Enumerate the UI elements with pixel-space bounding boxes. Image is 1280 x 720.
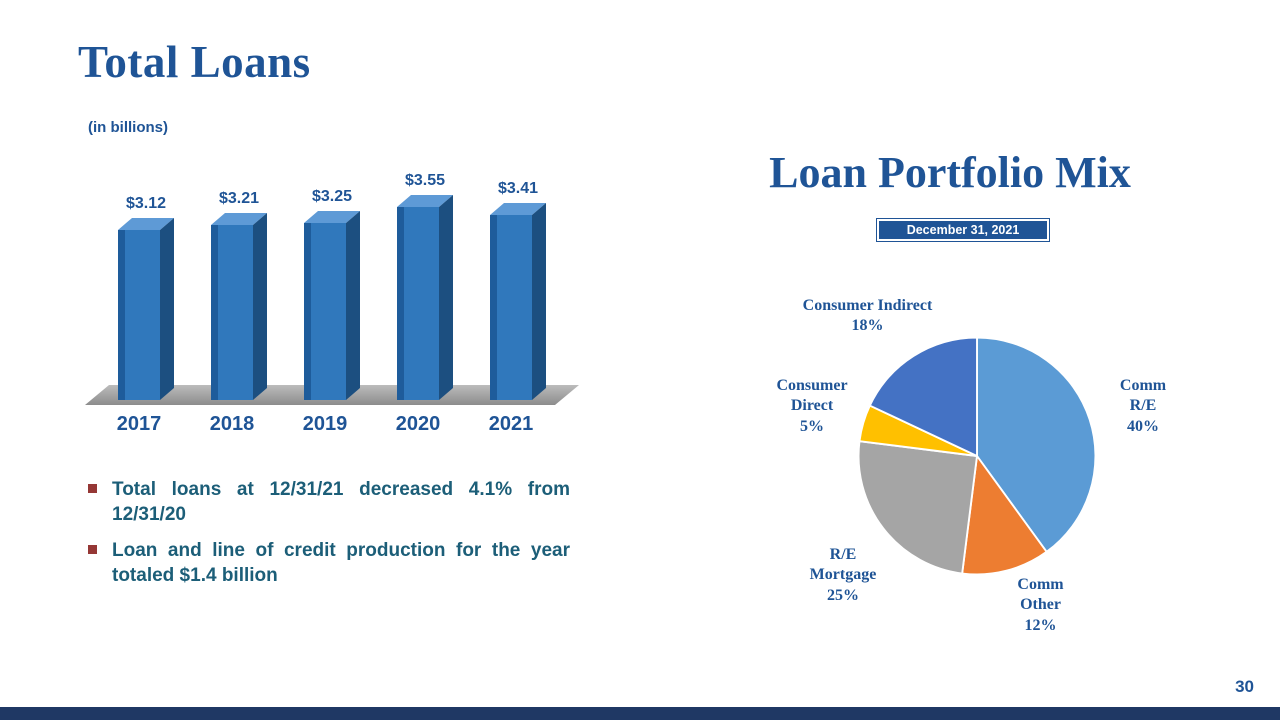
- bullet-list: Total loans at 12/31/21 decreased 4.1% f…: [88, 477, 574, 599]
- pie-label-comm-other: Comm Other 12%: [1017, 576, 1064, 634]
- date-badge: December 31, 2021: [876, 218, 1050, 242]
- bullet-square-icon: [88, 484, 97, 493]
- bar-side-2019: [346, 211, 360, 400]
- pie-label-comm-re: Comm R/E 40%: [1119, 377, 1167, 435]
- pie-slice-comm-re: [976, 336, 1097, 553]
- date-badge-text: December 31, 2021: [879, 221, 1047, 239]
- bar-front-2021: [490, 215, 532, 400]
- bar-category-label-2021: 2021: [488, 413, 534, 435]
- bar-category-label-2019: 2019: [302, 413, 348, 435]
- pie-chart-svg: [857, 336, 1097, 576]
- pie-slice-comm-other: [961, 455, 1048, 576]
- pie-slice-consumer-indirect: [868, 336, 978, 457]
- bar-value-label-2020: $3.55: [404, 172, 446, 189]
- bar-top-2021: [490, 203, 546, 215]
- bar-side-2020: [439, 195, 453, 400]
- bar-front-2018: [211, 225, 253, 400]
- pie-label-re-mortgage: R/E Mortgage 25%: [809, 546, 877, 604]
- bullet-item-2: Loan and line of credit production for t…: [88, 538, 574, 588]
- bar-chart-plot: $3.12 2017 $3.21 2018 $3.25 2019 $3.55 2020 $3.4…: [85, 150, 605, 450]
- footer-bar: [0, 707, 1280, 720]
- pie-slice-re-mortgage: [857, 440, 978, 575]
- page-number: 30: [1235, 677, 1254, 696]
- bullet-item-1: Total loans at 12/31/21 decreased 4.1% f…: [88, 477, 574, 527]
- bar-top-2018: [211, 213, 267, 225]
- bar-top-2019: [304, 211, 360, 223]
- bar-value-label-2017: $3.12: [125, 195, 167, 212]
- total-loans-bar-chart: $3.12 2017 $3.21 2018 $3.25 2019 $3.55 2020 $3.4…: [85, 150, 605, 450]
- pie-chart-title: Loan Portfolio Mix: [769, 148, 1131, 197]
- pie-label-consumer-indirect: Consumer Indirect 18%: [802, 297, 933, 335]
- bullet-text-2: Loan and line of credit production for t…: [112, 540, 570, 587]
- bar-side-2017: [160, 218, 174, 400]
- bar-value-label-2019: $3.25: [311, 188, 353, 205]
- bar-top-2017: [118, 218, 174, 230]
- bullet-text-1: Total loans at 12/31/21 decreased 4.1% f…: [112, 479, 570, 526]
- bar-category-label-2018: 2018: [209, 413, 255, 435]
- bar-value-label-2018: $3.21: [218, 190, 260, 207]
- units-note: (in billions): [88, 119, 168, 136]
- slide-title: Total Loans: [78, 37, 311, 87]
- bar-front-2020: [397, 207, 439, 400]
- bar-top-2020: [397, 195, 453, 207]
- bar-side-2021: [532, 203, 546, 400]
- bar-category-label-2017: 2017: [116, 413, 162, 435]
- bar-category-label-2020: 2020: [395, 413, 441, 435]
- bullet-square-icon: [88, 545, 97, 555]
- bar-front-2017: [118, 230, 160, 400]
- bar-value-label-2021: $3.41: [497, 180, 539, 197]
- bar-side-2018: [253, 213, 267, 400]
- pie-label-consumer-direct: Consumer Direct 5%: [776, 377, 848, 435]
- bar-front-2019: [304, 223, 346, 400]
